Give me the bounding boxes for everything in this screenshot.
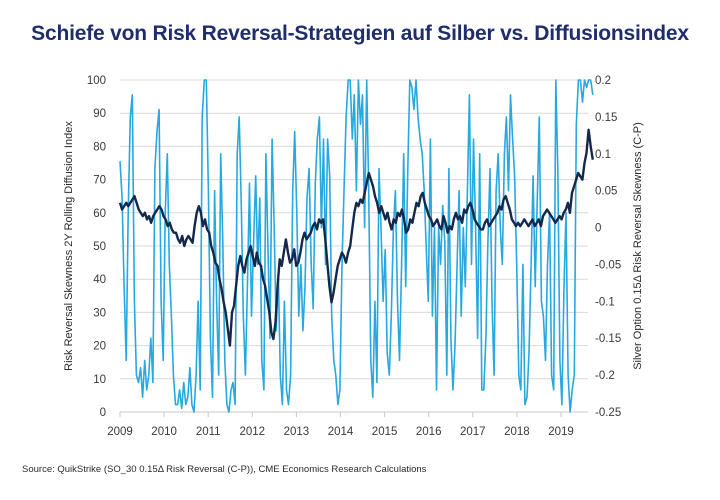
y-left-tick-label: 90 — [93, 108, 106, 120]
series-line-skewness — [119, 79, 594, 413]
y-left-tick-label: 60 — [93, 208, 106, 220]
y-right-tick-label: 0.05 — [595, 186, 617, 198]
y-left-tick-label: 40 — [93, 274, 106, 286]
y-left-tick-label: 70 — [93, 175, 106, 187]
source-note: Source: QuikStrike (SO_30 0.15Δ Risk Rev… — [22, 464, 427, 475]
y-right-tick-label: 0.1 — [595, 149, 611, 161]
x-tick-label: 2012 — [240, 426, 266, 438]
x-axis: 2009 2010 2011 2012 2013 2014 2015 2016 2017 2018… — [107, 411, 588, 438]
y-axis-left: 0 10 20 30 40 50 60 70 80 90 100 — [87, 75, 106, 419]
y-left-tick-label: 100 — [87, 75, 106, 87]
x-tick-label: 2015 — [372, 426, 398, 438]
x-tick-label: 2013 — [284, 426, 310, 438]
y-axis-right: -0.25 -0.2 -0.15 -0.1 -0.05 0 0.05 0.1 0.15 0.2 — [595, 75, 621, 419]
y-left-tick-label: 20 — [93, 341, 106, 353]
y-axis-left-label: Risk Reversal Skewness 2Y Rolling Diffus… — [63, 121, 75, 371]
x-tick-label: 2016 — [416, 426, 442, 438]
y-right-tick-label: -0.15 — [595, 333, 621, 345]
x-tick-label: 2019 — [548, 426, 574, 438]
y-right-tick-label: -0.1 — [595, 296, 615, 308]
series-line-diffusion-index — [118, 128, 594, 347]
x-tick-label: 2009 — [107, 426, 133, 438]
y-left-tick-label: 0 — [100, 407, 106, 419]
y-left-tick-label: 30 — [93, 307, 106, 319]
y-right-tick-label: -0.25 — [595, 407, 621, 419]
y-left-tick-label: 10 — [93, 374, 106, 386]
x-tick-label: 2018 — [504, 426, 530, 438]
x-tick-label: 2014 — [328, 426, 354, 438]
y-right-tick-label: 0.2 — [595, 75, 611, 87]
y-right-tick-label: -0.05 — [595, 259, 621, 271]
y-right-tick-label: 0.15 — [595, 112, 617, 124]
x-tick-label: 2017 — [460, 426, 486, 438]
y-right-tick-label: 0 — [595, 223, 601, 235]
y-left-tick-label: 80 — [93, 141, 106, 153]
y-axis-right-label: Silver Option 0.15Δ Risk Reversal Skewne… — [632, 122, 644, 370]
chart-title: Schiefe von Risk Reversal-Strategien auf… — [31, 22, 689, 45]
y-left-tick-label: 50 — [93, 241, 106, 253]
y-right-tick-label: -0.2 — [595, 370, 615, 382]
x-tick-label: 2011 — [196, 426, 221, 438]
x-tick-label: 2010 — [151, 426, 177, 438]
